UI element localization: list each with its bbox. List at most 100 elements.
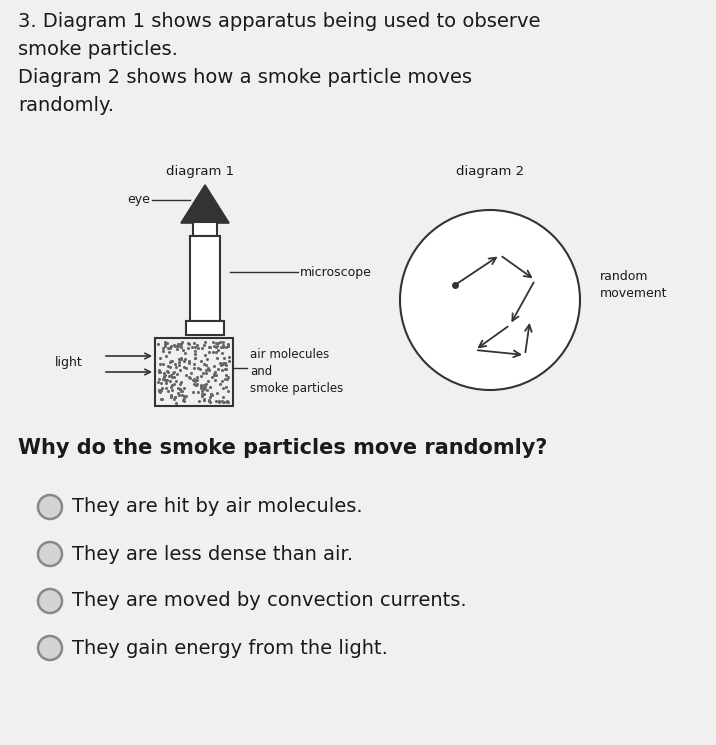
- Point: [195, 380, 207, 392]
- Point: [215, 359, 226, 371]
- Point: [216, 364, 228, 376]
- Point: [153, 385, 164, 397]
- Point: [196, 388, 208, 400]
- Point: [165, 355, 177, 367]
- Point: [200, 364, 211, 376]
- Point: [210, 395, 221, 407]
- Point: [190, 352, 201, 364]
- Point: [178, 361, 190, 373]
- Point: [215, 378, 226, 390]
- Point: [179, 346, 190, 358]
- Point: [211, 340, 223, 352]
- Point: [160, 336, 171, 348]
- Bar: [155, 338, 233, 406]
- Point: [188, 378, 200, 390]
- Text: air molecules
and
smoke particles: air molecules and smoke particles: [250, 348, 343, 395]
- Point: [173, 356, 184, 368]
- Point: [161, 374, 173, 386]
- Point: [165, 356, 176, 368]
- Point: [198, 393, 209, 405]
- Point: [177, 344, 188, 356]
- Point: [203, 395, 215, 407]
- Point: [190, 375, 201, 387]
- Point: [189, 340, 200, 352]
- Point: [210, 346, 221, 358]
- Bar: [186, 321, 224, 335]
- Point: [188, 358, 200, 370]
- Point: [211, 352, 223, 364]
- Point: [170, 358, 181, 370]
- Circle shape: [38, 542, 62, 566]
- Point: [169, 340, 180, 352]
- Point: [203, 364, 215, 376]
- Point: [178, 394, 189, 406]
- Point: [153, 364, 165, 375]
- Text: They are hit by air molecules.: They are hit by air molecules.: [72, 498, 362, 516]
- Point: [178, 395, 190, 407]
- Point: [220, 369, 231, 381]
- Point: [223, 351, 235, 363]
- Point: [171, 340, 183, 352]
- Point: [199, 349, 211, 361]
- Point: [198, 394, 209, 406]
- Point: [188, 337, 199, 349]
- Point: [183, 358, 195, 370]
- Point: [212, 337, 223, 349]
- Point: [168, 378, 180, 390]
- Point: [180, 370, 192, 381]
- Point: [194, 364, 205, 375]
- Point: [216, 347, 228, 359]
- Point: [202, 362, 213, 374]
- Point: [175, 385, 187, 397]
- Point: [159, 337, 170, 349]
- Point: [183, 355, 195, 367]
- Point: [159, 374, 170, 386]
- Point: [183, 343, 194, 355]
- Point: [156, 381, 168, 393]
- Point: [211, 337, 222, 349]
- Circle shape: [38, 636, 62, 660]
- Point: [161, 337, 173, 349]
- Point: [221, 359, 232, 371]
- Point: [163, 385, 174, 397]
- Point: [153, 376, 164, 388]
- Point: [207, 336, 218, 348]
- Point: [216, 341, 227, 353]
- Point: [164, 375, 175, 387]
- Point: [198, 378, 210, 390]
- Point: [217, 396, 228, 408]
- Point: [208, 369, 219, 381]
- Point: [165, 391, 177, 403]
- Point: [199, 381, 211, 393]
- Text: They are moved by convection currents.: They are moved by convection currents.: [72, 592, 467, 610]
- Point: [175, 352, 187, 364]
- Point: [188, 361, 200, 373]
- Point: [171, 368, 183, 380]
- Point: [199, 339, 211, 351]
- Point: [159, 367, 170, 379]
- Point: [190, 349, 201, 361]
- Point: [205, 381, 216, 393]
- Point: [170, 390, 181, 402]
- Point: [177, 385, 188, 397]
- Point: [202, 375, 213, 387]
- Point: [162, 342, 173, 354]
- Point: [188, 374, 199, 386]
- Point: [218, 352, 230, 364]
- Text: light: light: [55, 355, 83, 369]
- Point: [217, 391, 228, 403]
- Point: [196, 385, 208, 397]
- Point: [195, 378, 206, 390]
- Point: [155, 386, 166, 398]
- Point: [213, 395, 225, 407]
- Point: [170, 396, 181, 408]
- Point: [159, 340, 170, 352]
- Point: [195, 355, 207, 367]
- Point: [218, 340, 229, 352]
- Point: [195, 381, 206, 393]
- Point: [174, 364, 185, 375]
- Point: [173, 387, 184, 399]
- Polygon shape: [181, 185, 229, 223]
- Point: [153, 384, 165, 396]
- Point: [191, 370, 203, 382]
